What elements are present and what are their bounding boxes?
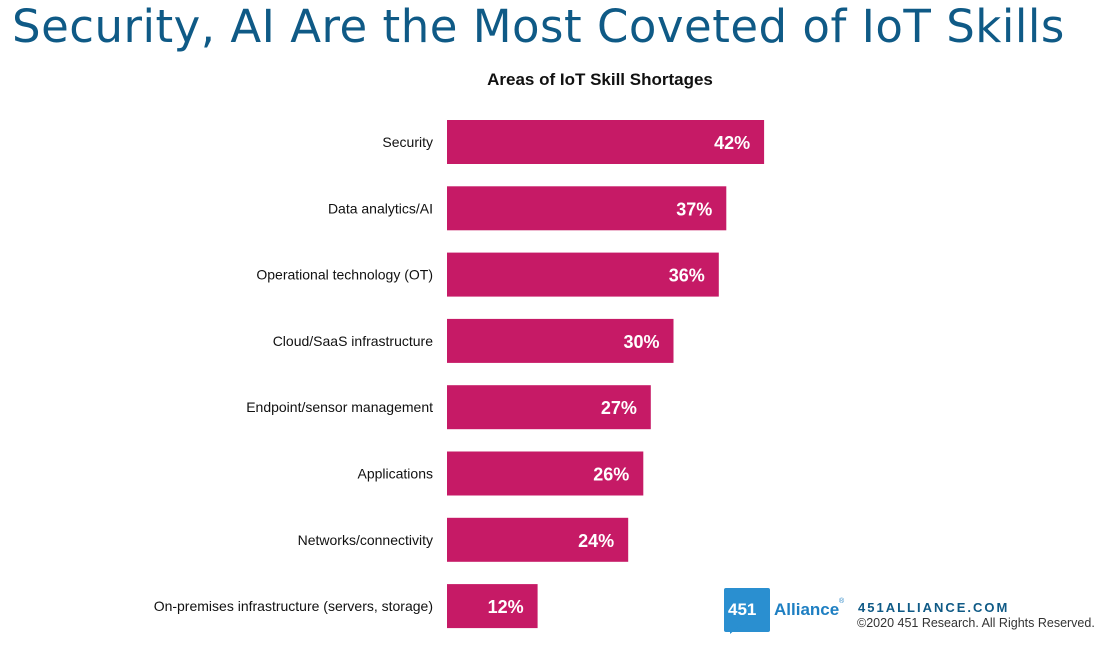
chart-title: Areas of IoT Skill Shortages — [487, 70, 713, 89]
category-label: Cloud/SaaS infrastructure — [273, 333, 434, 349]
bar — [447, 318, 674, 363]
category-label: Endpoint/sensor management — [246, 399, 433, 415]
bar — [447, 517, 629, 562]
logo-word: Alliance — [774, 600, 840, 619]
category-label: On-premises infrastructure (servers, sto… — [154, 598, 433, 614]
data-label: 42% — [714, 133, 750, 153]
category-label: Networks/connectivity — [298, 532, 433, 548]
data-label: 37% — [676, 199, 712, 219]
category-label: Data analytics/AI — [328, 200, 433, 216]
451-alliance-logo: 451 Alliance ® — [722, 586, 846, 638]
bar — [447, 451, 644, 496]
data-label: 24% — [578, 531, 614, 551]
slide-title: Security, AI Are the Most Coveted of IoT… — [12, 0, 1065, 53]
data-label: 30% — [623, 332, 659, 352]
bar — [447, 120, 765, 164]
category-label: Applications — [358, 466, 434, 482]
data-label: 12% — [488, 597, 524, 617]
data-label: 26% — [593, 465, 629, 485]
footer-copyright: ©2020 451 Research. All Rights Reserved. — [857, 616, 1095, 630]
data-label: 27% — [601, 398, 637, 418]
bar — [447, 186, 727, 231]
bar — [447, 584, 538, 629]
logo-registered-mark: ® — [839, 598, 845, 605]
logo-number: 451 — [728, 600, 757, 619]
category-label: Security — [382, 134, 433, 150]
bar — [447, 252, 719, 297]
category-label: Operational technology (OT) — [256, 267, 433, 283]
bar — [447, 385, 651, 430]
logo-bubble-tail — [730, 624, 742, 634]
footer-url-link[interactable]: 451ALLIANCE.COM — [858, 600, 1010, 615]
data-label: 36% — [669, 266, 705, 286]
